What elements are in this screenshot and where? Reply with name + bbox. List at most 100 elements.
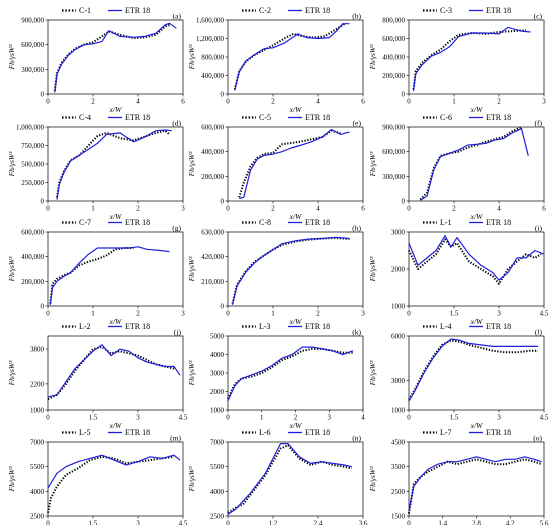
y-tick-label: 400,000	[21, 253, 44, 261]
x-tick-label: 1	[91, 310, 95, 318]
plot-frame	[47, 441, 184, 517]
panel-i: 0 1.5 3 4.5 1000 2000 3000 x/W Fh/γsW³ (i) L-1 ETR …	[368, 218, 549, 326]
x-tick-label: 0	[407, 98, 411, 106]
x-tick-label: 0	[46, 520, 50, 525]
y-tick-label: 3000	[391, 377, 406, 385]
x-axis-label: x/W	[289, 317, 302, 326]
x-tick-label: 2	[316, 310, 320, 318]
y-tick-label: 2200	[30, 380, 45, 388]
x-axis-label: x/W	[289, 421, 302, 430]
y-tick-label: 2000	[391, 266, 406, 274]
y-axis-label: Fh/γsW³	[187, 360, 196, 387]
x-axis-label: x/W	[109, 421, 122, 430]
x-tick-label: 4.5	[540, 310, 549, 318]
model-series-line	[239, 128, 350, 200]
panel-label: (c)	[534, 12, 543, 21]
x-tick-label: 0	[407, 310, 411, 318]
x-tick-label: 4	[497, 205, 501, 213]
y-tick-label: 3500	[391, 463, 406, 471]
y-axis-label: Fh/γsW³	[368, 44, 377, 71]
panel-label: (b)	[352, 12, 361, 21]
panel-label: (i)	[535, 224, 543, 233]
legend-experiment-label: L-4	[440, 322, 452, 331]
x-tick-label: 1.5	[450, 310, 459, 318]
x-tick-label: 3	[136, 414, 140, 422]
y-tick-label: 1,000,000	[16, 124, 45, 132]
y-tick-label: 900,000	[21, 17, 44, 25]
panel-label: (m)	[170, 434, 181, 443]
plot-frame	[47, 231, 184, 307]
x-tick-label: 5.6	[540, 520, 549, 525]
experiment-series-line	[419, 126, 522, 201]
legend-model-label: ETR 18	[125, 428, 150, 437]
y-axis-label: Fh/γsW³	[187, 466, 196, 493]
y-tick-label: 4000	[30, 488, 45, 496]
y-axis-label: Fh/γsW³	[7, 151, 16, 178]
x-axis-label: x/W	[109, 317, 122, 326]
y-tick-label: 2500	[391, 488, 406, 496]
y-tick-label: 0	[41, 303, 45, 311]
experiment-series-line	[47, 455, 175, 513]
x-tick-label: 3	[542, 98, 546, 106]
plot-frame	[227, 19, 364, 95]
model-series-line	[231, 236, 350, 305]
y-axis-label: Fh/γsW³	[187, 151, 196, 178]
x-tick-label: 4	[136, 98, 140, 106]
y-tick-label: 0	[402, 198, 406, 206]
y-tick-label: 1000	[391, 303, 406, 311]
x-tick-label: 0	[226, 414, 230, 422]
y-tick-label: 5000	[210, 333, 225, 341]
y-tick-label: 4000	[210, 351, 225, 359]
y-tick-label: 300,000	[382, 173, 405, 181]
panel-label: (l)	[535, 328, 543, 337]
x-tick-label: 4.5	[540, 414, 549, 422]
x-tick-label: 2	[136, 205, 140, 213]
y-tick-label: 600,000	[201, 124, 224, 132]
y-tick-label: 0	[41, 91, 45, 99]
x-tick-label: 4.5	[179, 520, 188, 525]
legend-model-label: ETR 18	[125, 218, 150, 227]
y-tick-label: 2500	[30, 513, 45, 521]
y-axis-label: Fh/γsW³	[368, 256, 377, 283]
x-tick-label: 3	[361, 310, 365, 318]
x-axis-label: x/W	[470, 212, 483, 221]
experiment-series-line	[227, 347, 353, 400]
y-tick-label: 3000	[391, 229, 406, 237]
legend-experiment-label: C-4	[79, 113, 91, 122]
x-tick-label: 1.4	[438, 520, 447, 525]
plot-frame	[408, 126, 545, 202]
legend-experiment-label: L-7	[440, 428, 452, 437]
y-tick-label: 5500	[30, 463, 45, 471]
panel-label: (n)	[352, 434, 361, 443]
panel-m: 01.534.52500400055007000x/WFh/γsW³(m)L-5…	[7, 428, 188, 525]
plot-frame	[227, 441, 364, 517]
y-axis-label: Fh/γsW³	[187, 256, 196, 283]
legend-model-label: ETR 18	[305, 322, 330, 331]
x-tick-label: 3.6	[359, 520, 368, 525]
panel-e: 0 2 4 6 0 200,000 400,000 600,000 x/W Fh/γsW³ (e) C…	[187, 113, 365, 221]
panel-h: 0 1 2 3 0 210,000 420,000 630,000 x/W Fh/γsW³ (h) C…	[187, 218, 365, 326]
y-tick-label: 800,000	[382, 17, 405, 25]
experiment-series-line	[408, 339, 538, 401]
experiment-series-line	[408, 458, 542, 514]
plot-frame	[408, 231, 545, 307]
x-tick-label: 3	[181, 205, 185, 213]
legend-model-label: ETR 18	[125, 113, 150, 122]
y-tick-label: 400,000	[382, 54, 405, 62]
x-tick-label: 1.5	[89, 414, 98, 422]
model-series-line	[47, 454, 181, 489]
y-tick-label: 900,000	[382, 124, 405, 132]
x-tick-label: 1.5	[450, 414, 459, 422]
y-axis-label: Fh/γsW³	[368, 466, 377, 493]
y-tick-label: 1500	[391, 513, 406, 521]
y-tick-label: 600,000	[382, 148, 405, 156]
model-series-line	[408, 338, 538, 402]
panel-c: 0 1 2 3 0 200,000 400,000 600,000 800,000 x/W Fh/γ…	[368, 6, 546, 114]
panel-a: 0 2 4 6 0 300,000 600,000 900,000 x/W Fh/γsW³ (a) C…	[7, 6, 185, 114]
y-tick-label: 600,000	[21, 229, 44, 237]
y-tick-label: 400,000	[201, 148, 224, 156]
legend-experiment-label: C-3	[440, 6, 452, 15]
y-tick-label: 0	[221, 303, 225, 311]
model-series-line	[227, 443, 352, 515]
x-tick-label: 6	[361, 98, 365, 106]
